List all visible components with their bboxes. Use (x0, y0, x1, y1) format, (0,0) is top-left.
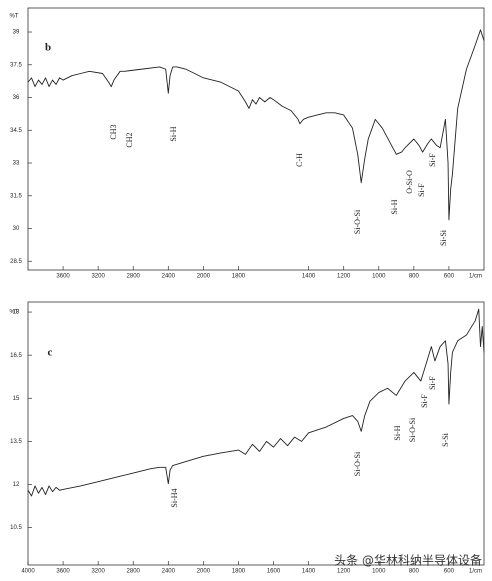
y-axis-label: %T (10, 310, 19, 316)
x-tick-label: 800 (409, 274, 420, 280)
peak-annotation: Si-F (428, 376, 437, 390)
y-tick-label: 16.5 (10, 353, 22, 359)
x-tick-label: 3200 (91, 274, 105, 280)
panel-label: c (48, 347, 53, 359)
peak-annotation: Si-F (428, 153, 437, 167)
peak-annotation: Si-O-Si (353, 209, 362, 234)
peak-annotation: Si-H (390, 199, 399, 214)
peak-annotation: S-Si (441, 432, 450, 447)
x-tick-label: 2800 (127, 569, 141, 575)
x-tick-label: 3600 (56, 274, 70, 280)
x-tick-label: 1000 (372, 274, 386, 280)
peak-annotation: Si-H (169, 126, 178, 141)
x-tick-label: 1400 (302, 569, 316, 575)
y-tick-label: 33 (13, 161, 20, 167)
x-tick-label: 1800 (232, 274, 246, 280)
peak-annotation: CH3 (109, 124, 118, 139)
x-tick-label: 3200 (91, 569, 105, 575)
spectrum-line (27, 308, 485, 497)
x-tick-label: 3600 (56, 569, 70, 575)
x-tick-label: 600 (444, 569, 455, 575)
x-tick-label: 1200 (337, 569, 351, 575)
y-tick-label: 34.5 (10, 128, 22, 134)
x-tick-label: 600 (444, 274, 455, 280)
peak-annotation: Si-Si (439, 229, 448, 246)
spectrum-line (27, 29, 485, 221)
y-tick-label: 31.5 (10, 193, 22, 199)
y-tick-label: 28.5 (10, 259, 22, 265)
peak-annotation: C-H (295, 153, 304, 167)
peak-annotation: Si-H (393, 425, 402, 440)
y-tick-label: 10.5 (10, 525, 22, 531)
x-tick-label: 1000 (372, 569, 386, 575)
x-tick-label: 2400 (162, 569, 176, 575)
y-tick-label: 15 (13, 396, 20, 402)
y-tick-label: 36 (13, 95, 20, 101)
x-tick-label: 2000 (197, 274, 211, 280)
x-axis-label: 1/cm (469, 569, 482, 575)
y-tick-label: 18 (13, 310, 20, 316)
x-tick-label: 1800 (232, 569, 246, 575)
x-tick-label: 1400 (302, 274, 316, 280)
peak-annotation: Si-O-Si (353, 451, 362, 476)
panel-label: b (45, 42, 51, 54)
y-tick-label: 39 (13, 30, 20, 36)
peak-annotation: Si-O-Si (408, 417, 417, 442)
x-tick-label: 4000 (21, 569, 35, 575)
x-tick-label: 2000 (197, 569, 211, 575)
peak-annotation: Si-H4 (170, 488, 179, 507)
peak-annotation: O-Si-O (405, 170, 414, 194)
y-tick-label: 12 (13, 482, 20, 488)
peak-annotation: Si-F (417, 183, 426, 197)
peak-annotation: Si-F (420, 394, 429, 408)
y-tick-label: 37.5 (10, 62, 22, 68)
y-tick-label: 30 (13, 226, 20, 232)
x-tick-label: 1600 (267, 569, 281, 575)
plot-frame (27, 301, 485, 566)
x-axis-label: 1/cm (469, 274, 482, 280)
watermark: 头条 @华林科纳半导体设备 (334, 554, 482, 568)
x-tick-label: 2800 (127, 274, 141, 280)
y-axis-label: %T (10, 14, 19, 20)
x-tick-label: 800 (409, 569, 420, 575)
x-tick-label: 2400 (162, 274, 176, 280)
plot-frame (27, 7, 485, 271)
peak-annotation: CH2 (125, 132, 134, 147)
x-tick-label: 1200 (337, 274, 351, 280)
y-tick-label: 13.5 (10, 439, 22, 445)
